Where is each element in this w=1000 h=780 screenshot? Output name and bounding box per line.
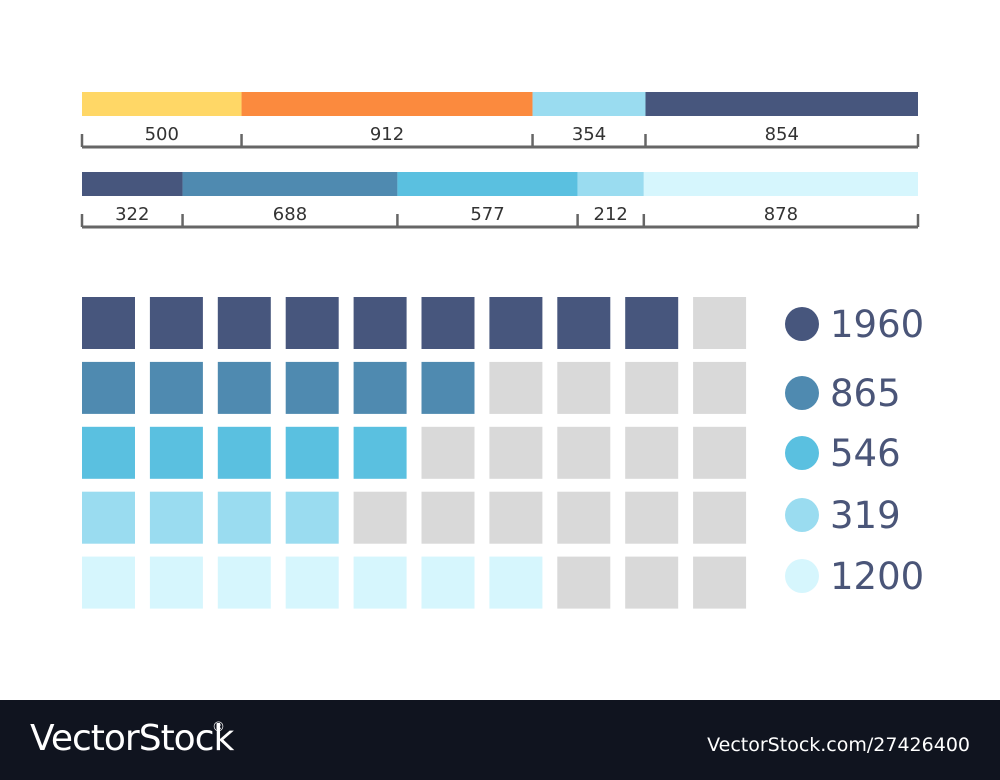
waffle-cell-r1-c10 — [693, 297, 747, 349]
bar2-segment-2 — [182, 172, 398, 196]
bar2-segment-3 — [397, 172, 578, 196]
legend-dot-3 — [785, 436, 819, 470]
waffle-cell-r4-c3 — [217, 491, 271, 544]
waffle-cell-r2-c5 — [353, 361, 407, 414]
bar1-segment-label-1: 500 — [145, 124, 179, 145]
waffle-cell-r1-c6 — [421, 297, 475, 349]
waffle-cell-r5-c2 — [149, 556, 203, 609]
waffle-cell-r3-c6 — [421, 426, 475, 479]
bar1-segment-4 — [645, 92, 918, 116]
waffle-cell-r1-c7 — [489, 297, 543, 349]
waffle-grid — [82, 297, 747, 609]
waffle-cell-r5-c8 — [557, 556, 611, 609]
bar2-segment-1 — [82, 172, 183, 196]
waffle-cell-r2-c8 — [557, 361, 611, 414]
waffle-cell-r3-c5 — [353, 426, 407, 479]
footer-banner: VectorStock ® VectorStock.com/27426400 — [0, 700, 1000, 780]
stacked-bar-1: 500 912 354 854 — [80, 92, 920, 149]
legend-label-2: 865 — [830, 372, 901, 415]
bar1-segment-label-2: 912 — [370, 124, 404, 145]
stacked-bar-2: 322 688 577 212 878 — [80, 172, 920, 229]
waffle-cell-r4-c9 — [625, 491, 679, 544]
waffle-cell-r5-c4 — [285, 556, 339, 609]
waffle-cell-r1-c3 — [217, 297, 271, 349]
legend: 1960 865 546 319 1200 — [785, 303, 924, 598]
bar1-segment-1 — [82, 92, 242, 116]
waffle-cell-r5-c10 — [693, 556, 747, 609]
legend-dot-2 — [785, 376, 819, 410]
bar1-segment-label-4: 854 — [765, 124, 799, 145]
waffle-cell-r3-c8 — [557, 426, 611, 479]
waffle-cell-r4-c5 — [353, 491, 407, 544]
waffle-cell-r5-c3 — [217, 556, 271, 609]
waffle-cell-r5-c7 — [489, 556, 543, 609]
waffle-cell-r3-c10 — [693, 426, 747, 479]
bar2-segment-label-5: 878 — [764, 204, 798, 225]
bar1-segment-label-3: 354 — [572, 124, 606, 145]
waffle-cell-r2-c9 — [625, 361, 679, 414]
waffle-cell-r3-c2 — [149, 426, 203, 479]
waffle-cell-r3-c4 — [285, 426, 339, 479]
legend-dot-1 — [785, 307, 819, 341]
legend-label-3: 546 — [830, 432, 901, 475]
waffle-cell-r3-c3 — [217, 426, 271, 479]
legend-dot-5 — [785, 559, 819, 593]
waffle-cell-r3-c9 — [625, 426, 679, 479]
waffle-cell-r4-c4 — [285, 491, 339, 544]
waffle-cell-r2-c4 — [285, 361, 339, 414]
legend-label-4: 319 — [830, 494, 901, 537]
waffle-cell-r2-c2 — [149, 361, 203, 414]
bar2-segment-4 — [577, 172, 644, 196]
waffle-cell-r2-c10 — [693, 361, 747, 414]
chart: 500 912 354 854 322 688 577 212 878 1960 865 546 3… — [80, 92, 924, 609]
legend-label-5: 1200 — [830, 555, 924, 598]
image-reference[interactable]: VectorStock.com/27426400 — [707, 734, 970, 756]
waffle-cell-r4-c8 — [557, 491, 611, 544]
waffle-cell-r4-c10 — [693, 491, 747, 544]
waffle-cell-r5-c1 — [82, 556, 135, 609]
bar2-segment-label-2: 688 — [273, 204, 307, 225]
waffle-cell-r5-c6 — [421, 556, 475, 609]
bar2-segment-label-4: 212 — [594, 204, 628, 225]
waffle-cell-r4-c2 — [149, 491, 203, 544]
waffle-cell-r1-c4 — [285, 297, 339, 349]
bar2-segment-label-1: 322 — [115, 204, 149, 225]
waffle-cell-r1-c9 — [625, 297, 679, 349]
waffle-cell-r1-c1 — [82, 297, 135, 349]
waffle-cell-r1-c5 — [353, 297, 407, 349]
waffle-cell-r2-c1 — [82, 361, 135, 414]
waffle-cell-r5-c9 — [625, 556, 679, 609]
waffle-cell-r1-c8 — [557, 297, 611, 349]
brand-logo[interactable]: VectorStock — [30, 718, 234, 759]
bar2-segment-label-3: 577 — [470, 204, 504, 225]
waffle-cell-r4-c1 — [82, 491, 135, 544]
bar2-segment-5 — [643, 172, 918, 196]
bar1-segment-3 — [532, 92, 646, 116]
waffle-cell-r4-c7 — [489, 491, 543, 544]
legend-label-1: 1960 — [830, 303, 924, 346]
waffle-cell-r3-c1 — [82, 426, 135, 479]
waffle-cell-r1-c2 — [149, 297, 203, 349]
waffle-cell-r2-c6 — [421, 361, 475, 414]
waffle-cell-r2-c3 — [217, 361, 271, 414]
waffle-cell-r3-c7 — [489, 426, 543, 479]
bar1-segment-2 — [241, 92, 533, 116]
legend-dot-4 — [785, 498, 819, 532]
waffle-cell-r2-c7 — [489, 361, 543, 414]
registered-mark: ® — [212, 720, 225, 735]
waffle-cell-r4-c6 — [421, 491, 475, 544]
waffle-cell-r5-c5 — [353, 556, 407, 609]
